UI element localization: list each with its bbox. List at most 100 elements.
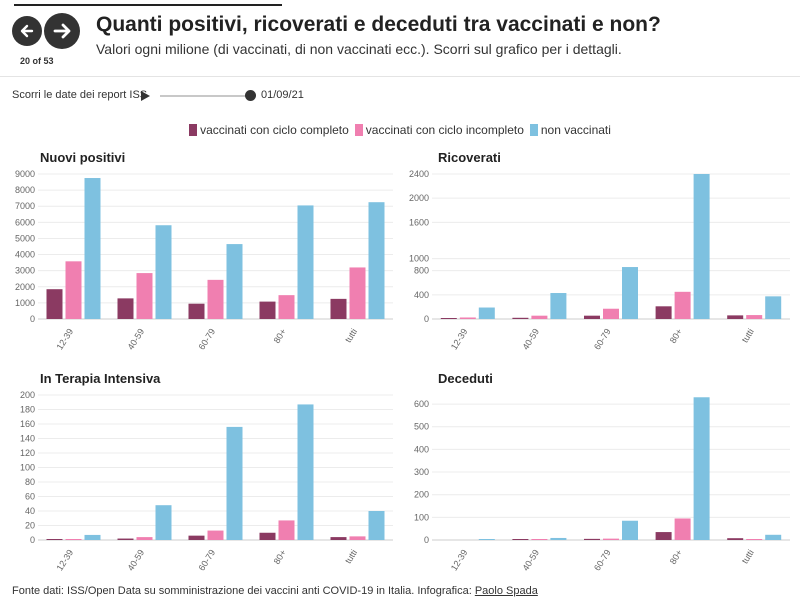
legend-swatch (529, 124, 538, 136)
x-tick-label: 80+ (272, 548, 289, 566)
y-tick-label: 0 (30, 314, 35, 324)
bar[interactable] (693, 397, 710, 540)
bar[interactable] (278, 520, 295, 540)
bar[interactable] (297, 205, 314, 319)
bar[interactable] (746, 315, 763, 319)
next-button[interactable] (44, 13, 80, 49)
bar[interactable] (765, 534, 782, 540)
bar[interactable] (278, 295, 295, 319)
bar[interactable] (65, 261, 82, 319)
bar[interactable] (674, 518, 691, 540)
bar[interactable] (622, 520, 638, 540)
y-tick-label: 2000 (15, 282, 35, 292)
bar[interactable] (368, 511, 385, 540)
y-tick-label: 300 (414, 467, 429, 477)
y-tick-label: 120 (20, 448, 35, 458)
chart-deceduti[interactable]: Deceduti 0 100 200 300 400 500 600 12-39 40-59 60-… (406, 369, 794, 574)
y-tick-label: 600 (414, 399, 429, 409)
bar[interactable] (226, 244, 243, 319)
bar[interactable] (155, 505, 172, 540)
y-tick-label: 60 (25, 492, 35, 502)
bar[interactable] (46, 539, 63, 540)
previous-button[interactable] (12, 16, 42, 46)
bar[interactable] (693, 174, 710, 319)
y-tick-label: 6000 (15, 217, 35, 227)
bar[interactable] (117, 538, 134, 540)
x-tick-label: 12-39 (55, 548, 76, 573)
bar[interactable] (297, 404, 314, 540)
bar[interactable] (84, 534, 101, 540)
legend-label: vaccinati con ciclo incompleto (365, 123, 524, 137)
x-tick-label: 40-59 (126, 548, 147, 573)
legend-label: non vaccinati (540, 123, 611, 137)
x-tick-label: 60-79 (592, 327, 613, 352)
legend: vaccinati con ciclo completo vaccinati c… (0, 123, 800, 137)
bar[interactable] (330, 537, 347, 540)
y-tick-label: 2400 (409, 169, 429, 179)
x-tick-label: 60-79 (197, 548, 218, 573)
bar[interactable] (440, 318, 457, 319)
bar[interactable] (603, 538, 619, 540)
x-tick-label: 80+ (272, 327, 289, 345)
chart-terapia-intensiva[interactable]: In Terapia Intensiva 0 20 40 60 80 100 120 140 16… (8, 369, 396, 574)
bar[interactable] (46, 289, 63, 319)
chart-ricoverati[interactable]: Ricoverati 0 400 800 1000 1600 2000 2400 12-39 40… (406, 148, 794, 353)
footer-source: Fonte dati: ISS/Open Data su somministra… (12, 585, 475, 597)
bar[interactable] (512, 539, 529, 540)
y-tick-label: 400 (414, 444, 429, 454)
bar[interactable] (603, 308, 619, 319)
bar[interactable] (188, 303, 205, 319)
bar[interactable] (584, 538, 600, 540)
y-tick-label: 2000 (409, 193, 429, 203)
bar[interactable] (226, 426, 243, 540)
bar[interactable] (368, 202, 385, 319)
bar[interactable] (622, 267, 638, 319)
bar[interactable] (155, 225, 172, 319)
legend-item-incomplete[interactable]: vaccinati con ciclo incompleto (354, 123, 524, 137)
bar[interactable] (349, 536, 366, 540)
date-slider-handle[interactable] (245, 90, 256, 101)
bar[interactable] (674, 291, 691, 319)
bar[interactable] (349, 267, 366, 319)
legend-item-complete[interactable]: vaccinati con ciclo completo (189, 123, 349, 137)
bar[interactable] (550, 293, 567, 319)
bar[interactable] (584, 315, 600, 319)
bar[interactable] (84, 178, 101, 319)
bar[interactable] (65, 539, 82, 540)
bar[interactable] (550, 537, 567, 540)
y-tick-label: 400 (414, 290, 429, 300)
bar[interactable] (330, 298, 347, 319)
bar[interactable] (207, 279, 224, 319)
bar[interactable] (136, 537, 153, 540)
panel-title: In Terapia Intensiva (40, 371, 161, 386)
bar[interactable] (188, 535, 205, 540)
bar[interactable] (459, 317, 476, 319)
y-tick-label: 100 (414, 512, 429, 522)
bar[interactable] (531, 315, 548, 319)
date-slider-track[interactable] (160, 95, 252, 97)
bar[interactable] (727, 315, 744, 319)
date-slider-label: Scorri le date dei report ISS (12, 89, 148, 101)
bar[interactable] (727, 538, 744, 540)
legend-item-none[interactable]: non vaccinati (529, 123, 611, 137)
author-link[interactable]: Paolo Spada (474, 585, 538, 597)
bar[interactable] (259, 301, 276, 319)
bar[interactable] (655, 306, 672, 319)
bar[interactable] (655, 532, 672, 540)
bar[interactable] (746, 539, 763, 540)
bar[interactable] (478, 307, 495, 319)
bar[interactable] (765, 296, 782, 319)
bar[interactable] (531, 539, 548, 540)
bar[interactable] (136, 273, 153, 319)
bar[interactable] (478, 539, 495, 540)
play-icon[interactable] (141, 91, 150, 101)
bar[interactable] (259, 532, 276, 540)
x-tick-label: 12-39 (449, 327, 470, 352)
bar[interactable] (207, 530, 224, 540)
x-tick-label: 12-39 (449, 548, 470, 573)
bar[interactable] (512, 317, 529, 319)
bar[interactable] (117, 298, 134, 319)
legend-swatch (354, 124, 363, 136)
chart-nuovi-positivi[interactable]: Nuovi positivi 0 1000 2000 3000 4000 5000 6000 7… (8, 148, 396, 353)
y-tick-label: 0 (30, 535, 35, 545)
